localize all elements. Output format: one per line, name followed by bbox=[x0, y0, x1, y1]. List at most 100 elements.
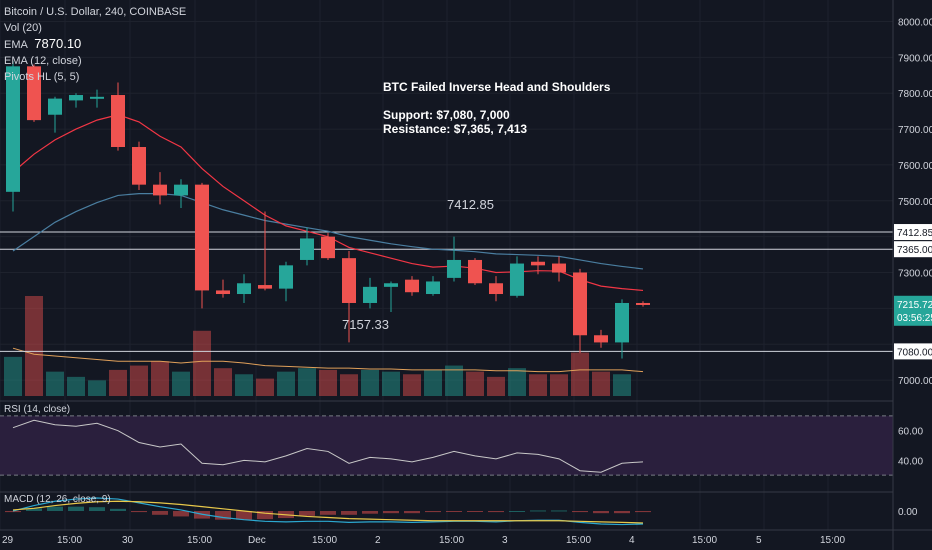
macd-histogram-bar bbox=[152, 511, 168, 515]
candle bbox=[48, 96, 62, 133]
candle-body bbox=[216, 290, 230, 295]
candle bbox=[216, 279, 230, 298]
price-tick-label: 8000.00 bbox=[898, 18, 932, 29]
macd-histogram-bar bbox=[47, 506, 63, 511]
candle bbox=[300, 227, 314, 266]
macd-histogram-bar bbox=[5, 511, 21, 513]
macd-histogram-bar bbox=[173, 511, 189, 517]
rsi-band bbox=[0, 415, 893, 476]
candle bbox=[174, 179, 188, 208]
macd-histogram-bar bbox=[404, 511, 420, 514]
volume-bar bbox=[277, 371, 295, 396]
macd-histogram-bar bbox=[320, 511, 336, 515]
candle bbox=[594, 329, 608, 348]
candle bbox=[363, 277, 377, 309]
candle-body bbox=[111, 95, 125, 148]
candle bbox=[258, 211, 272, 291]
volume-bar bbox=[67, 376, 85, 396]
price-tick-label: 7500.00 bbox=[898, 197, 932, 208]
volume-bar bbox=[382, 371, 400, 396]
candle-body bbox=[615, 302, 629, 343]
level-price-tag bbox=[894, 343, 932, 360]
candle-body bbox=[153, 184, 167, 196]
candle-body bbox=[342, 258, 356, 303]
volume-bar bbox=[298, 368, 316, 396]
volume-bar bbox=[550, 374, 568, 396]
annotation-title: BTC Failed Inverse Head and Shoulders bbox=[383, 80, 611, 94]
annotation-box[interactable]: BTC Failed Inverse Head and Shoulders Su… bbox=[383, 80, 610, 136]
price-tick-label: 7300.00 bbox=[898, 269, 932, 280]
volume-bar bbox=[424, 369, 442, 396]
ema-slow-line bbox=[12, 193, 644, 270]
countdown-label: 03:56:25 bbox=[897, 313, 932, 324]
macd-histogram-bar bbox=[89, 507, 105, 511]
candle bbox=[195, 182, 209, 309]
candle bbox=[615, 299, 629, 359]
time-tick-label: 15:00 bbox=[312, 535, 337, 546]
volume-bar bbox=[151, 361, 169, 396]
candle bbox=[111, 82, 125, 151]
candle-body bbox=[510, 263, 524, 296]
price-tick-label: 7000.00 bbox=[898, 376, 932, 387]
time-tick-label: 29 bbox=[2, 535, 14, 546]
macd-histogram-bar bbox=[572, 511, 588, 513]
pivot-high-label: 7412.85 bbox=[447, 197, 494, 212]
annotation-support: Support: $7,080, 7,000 bbox=[383, 108, 510, 122]
candle-body bbox=[363, 286, 377, 303]
macd-histogram-bar bbox=[551, 510, 567, 512]
volume-bar bbox=[88, 380, 106, 396]
macd-histogram-bar bbox=[509, 511, 525, 512]
time-tick-label: 15:00 bbox=[820, 535, 845, 546]
candle bbox=[90, 89, 104, 108]
candle bbox=[321, 233, 335, 260]
rsi-label[interactable]: RSI (14, close) bbox=[4, 404, 71, 415]
candle bbox=[405, 276, 419, 296]
macd-histogram-bar bbox=[131, 511, 147, 513]
ema-indicator-label[interactable]: EMA 7870.10 bbox=[4, 36, 186, 53]
candle bbox=[69, 93, 83, 108]
volume-bar bbox=[46, 371, 64, 396]
candle-body bbox=[426, 281, 440, 295]
volume-bar bbox=[214, 368, 232, 396]
symbol-title[interactable]: Bitcoin / U.S. Dollar, 240, COINBASE bbox=[4, 6, 187, 18]
macd-histogram-bar bbox=[425, 511, 441, 513]
macd-histogram-bar bbox=[110, 508, 126, 511]
last-price-tag bbox=[894, 295, 932, 326]
time-tick-label: 5 bbox=[756, 535, 762, 546]
level-price-label: 7080.00 bbox=[897, 347, 932, 358]
macd-histogram-bar bbox=[299, 511, 315, 516]
candle bbox=[468, 258, 482, 286]
macd-signal-line bbox=[12, 500, 644, 524]
candle bbox=[510, 256, 524, 298]
candle bbox=[426, 276, 440, 296]
volume-indicator-label[interactable]: Vol (20) bbox=[4, 22, 42, 34]
candle-body bbox=[258, 285, 272, 289]
indicator-legend: Bitcoin / U.S. Dollar, 240, COINBASE Vol… bbox=[4, 4, 186, 85]
macd-histogram-bar bbox=[341, 511, 357, 515]
candle-body bbox=[636, 302, 650, 305]
volume-ma-line bbox=[12, 347, 644, 373]
ema-value: 7870.10 bbox=[34, 36, 82, 51]
candle bbox=[279, 261, 293, 302]
candle bbox=[6, 60, 20, 212]
volume-bar bbox=[256, 378, 274, 396]
volume-bar bbox=[235, 374, 253, 396]
macd-label[interactable]: MACD (12, 26, close, 9) bbox=[4, 494, 111, 505]
macd-tick-label: 0.00 bbox=[898, 507, 918, 518]
candle bbox=[27, 64, 41, 122]
volume-bar bbox=[613, 374, 631, 396]
time-tick-label: 4 bbox=[629, 535, 635, 546]
price-axis-background bbox=[893, 0, 932, 550]
pivots-indicator-label[interactable]: Pivots HL (5, 5) bbox=[4, 71, 80, 83]
volume-bar bbox=[172, 371, 190, 396]
macd-histogram-bar bbox=[257, 511, 273, 520]
candle-body bbox=[132, 147, 146, 185]
volume-bar bbox=[592, 371, 610, 396]
candle-body bbox=[405, 279, 419, 293]
ema-12-indicator-label[interactable]: EMA (12, close) bbox=[4, 55, 82, 67]
time-tick-label: 30 bbox=[122, 535, 134, 546]
time-tick-label: 15:00 bbox=[566, 535, 591, 546]
time-tick-label: 2 bbox=[375, 535, 381, 546]
